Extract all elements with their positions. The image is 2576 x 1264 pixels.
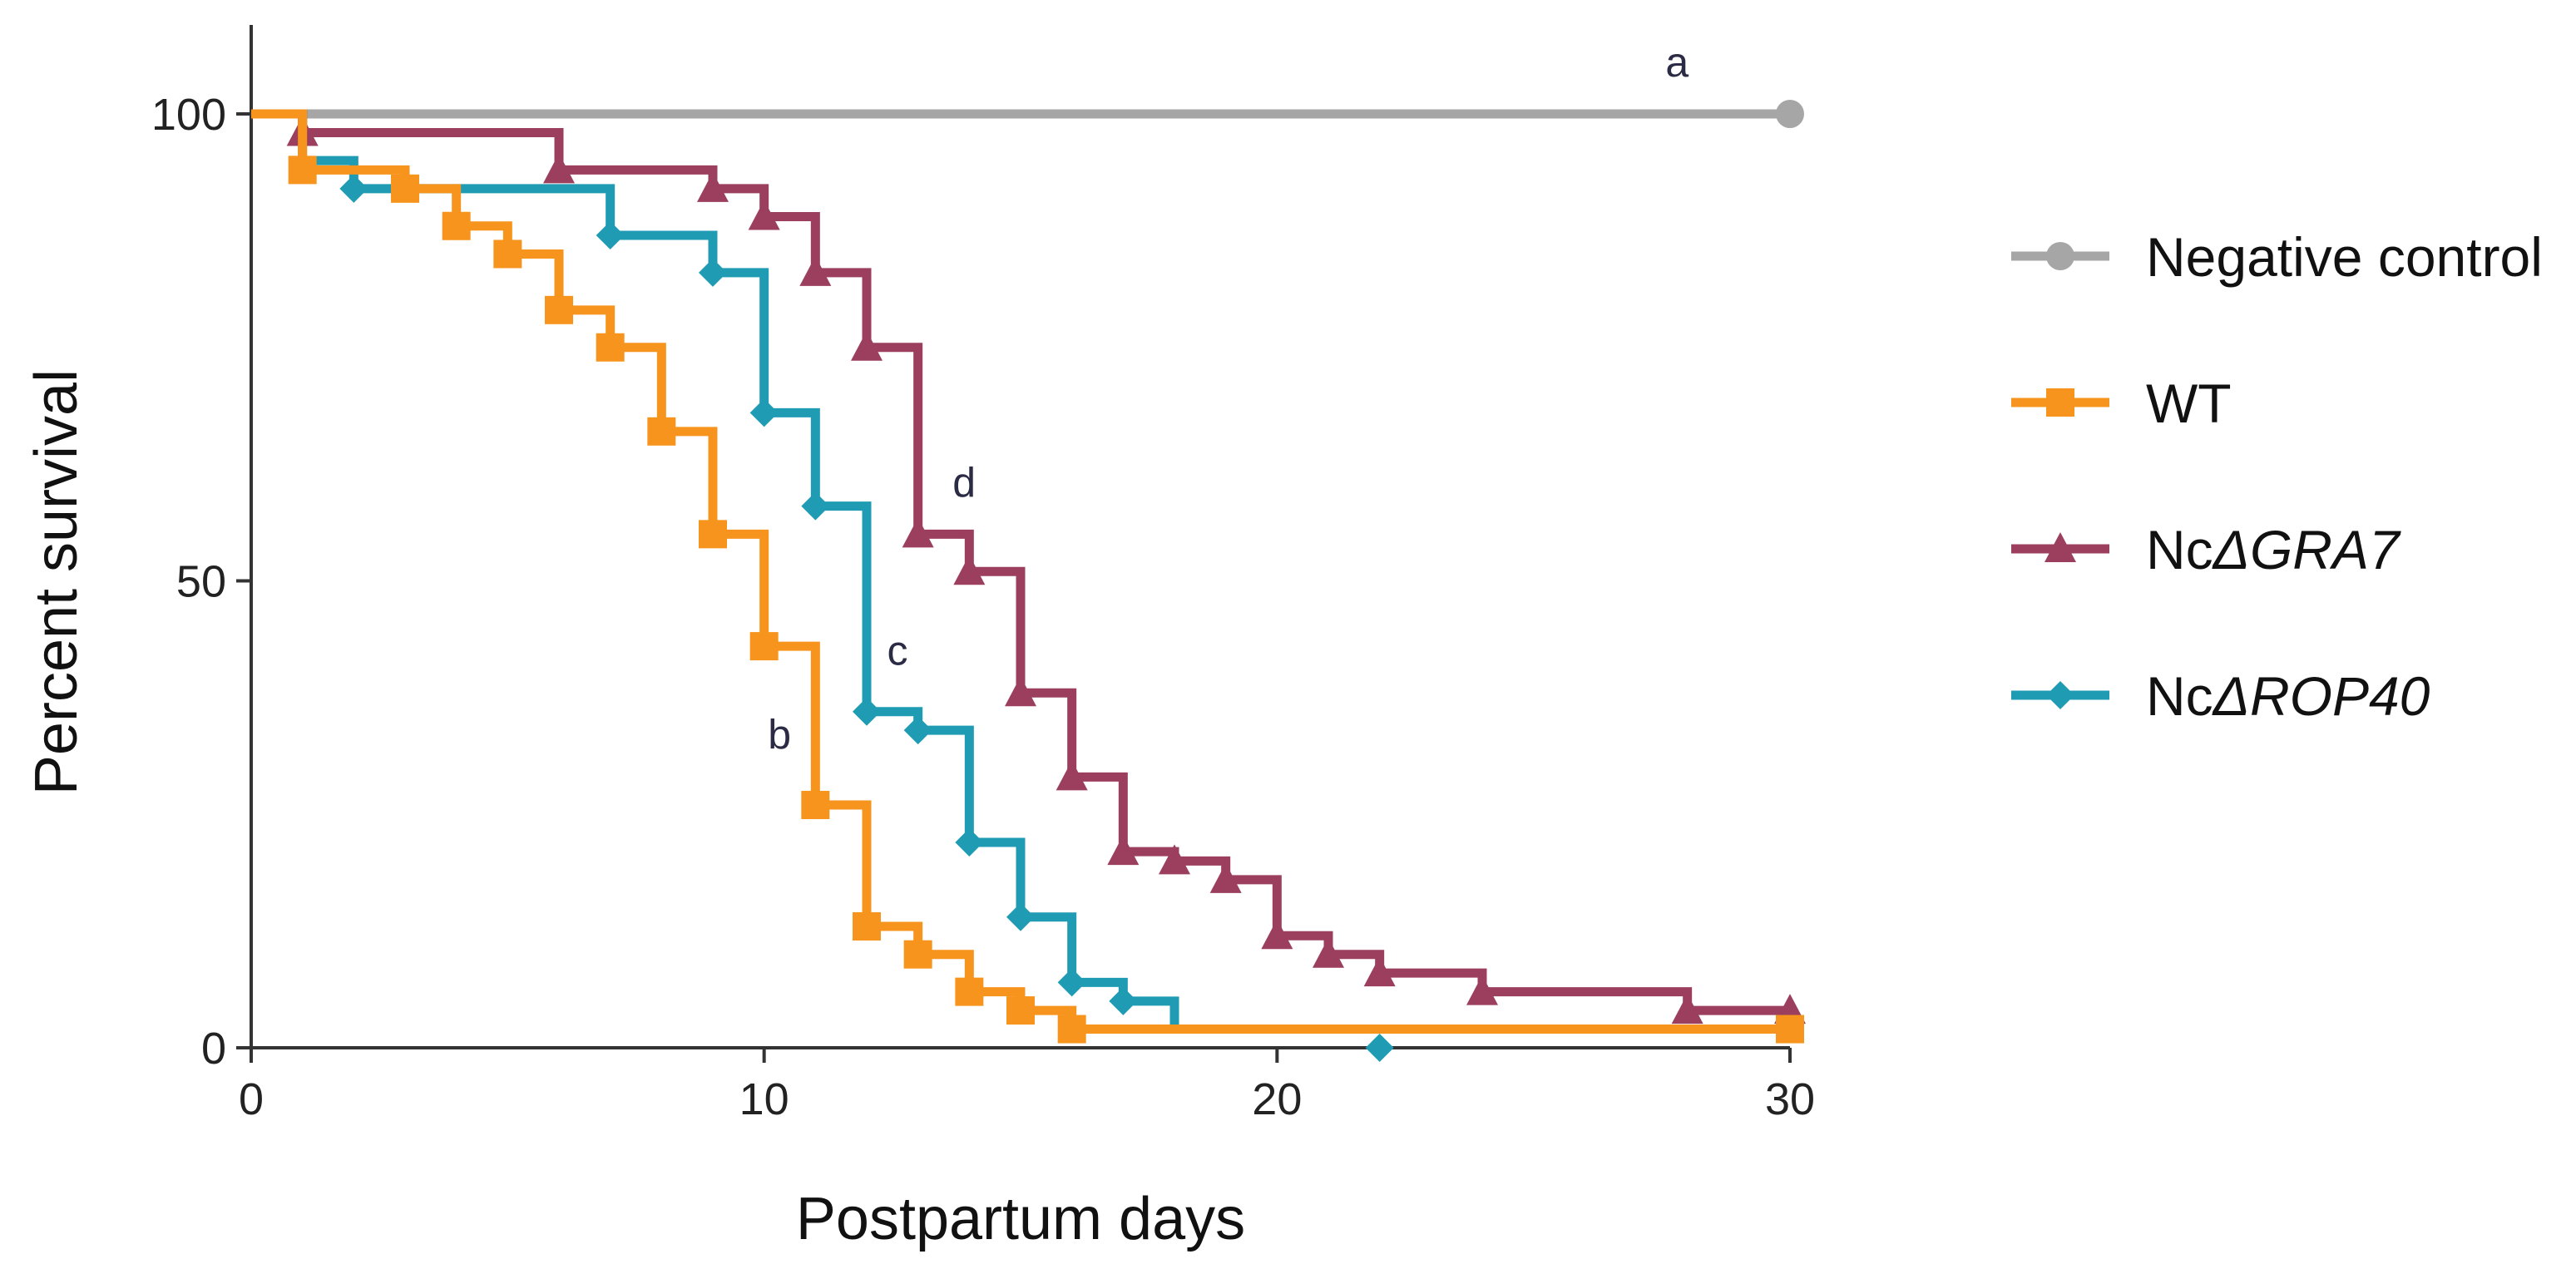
marker-wt-0 xyxy=(288,156,317,185)
marker-nc-gra7-4 xyxy=(799,255,832,286)
marker-wt-10 xyxy=(853,912,881,941)
marker-wt-7 xyxy=(699,520,727,549)
marker-nc-rop40-1 xyxy=(596,220,625,249)
marker-nc-gra7-7 xyxy=(953,555,986,585)
annotations: a b c d xyxy=(768,39,1688,758)
x-tick-label-10: 10 xyxy=(739,1074,789,1124)
legend-label-main: Negative control xyxy=(2146,226,2543,288)
marker-wt-4 xyxy=(545,295,573,324)
marker-nc-rop40-7 xyxy=(955,827,984,857)
marker-nc-gra7-12 xyxy=(1209,862,1242,893)
legend-label-italic: ΔGRA7 xyxy=(2212,519,2401,580)
series-negative-control xyxy=(251,100,1804,128)
legend-label-italic: ΔROP40 xyxy=(2212,665,2430,727)
marker-nc-gra7-5 xyxy=(851,330,883,361)
x-tick-label-30: 30 xyxy=(1765,1074,1815,1124)
marker-nc-gra7-16 xyxy=(1466,975,1498,1005)
marker-nc-gra7-14 xyxy=(1313,937,1344,968)
marker-nc-rop40-5 xyxy=(853,697,881,726)
significance-letter-d: d xyxy=(952,459,976,506)
marker-nc-rop40-11 xyxy=(1365,1034,1394,1062)
marker-nc-rop40-4 xyxy=(801,491,830,521)
legend-item-nc-rop40: NcΔROP40 xyxy=(2011,665,2430,727)
marker-nc-gra7-13 xyxy=(1261,919,1293,950)
marker-wt-13 xyxy=(1006,996,1035,1025)
legend-label-main: Nc xyxy=(2146,519,2213,580)
ticks: 0 10 20 30 0 50 100 xyxy=(151,90,1815,1124)
marker-nc-rop40-9 xyxy=(1057,968,1086,997)
marker-wt-6 xyxy=(647,417,676,446)
marker-wt-11 xyxy=(903,940,932,969)
axes xyxy=(250,25,1790,1049)
series-nc-rop40 xyxy=(251,109,1394,1062)
series-wt xyxy=(251,109,1804,1044)
x-tick-label-0: 0 xyxy=(239,1074,264,1124)
marker-nc-rop40-3 xyxy=(749,398,779,427)
marker-wt-12 xyxy=(955,977,984,1006)
y-axis-title: Percent survival xyxy=(23,369,90,795)
y-tick-label-100: 100 xyxy=(151,90,226,140)
marker-wt-1 xyxy=(391,174,419,203)
legend-label-main: Nc xyxy=(2146,665,2213,727)
marker-nc-rop40-0 xyxy=(339,174,368,203)
legend-marker-wt xyxy=(2046,388,2074,417)
marker-nc-rop40-10 xyxy=(1109,986,1138,1015)
marker-nc-gra7-1 xyxy=(543,153,575,184)
y-tick-label-50: 50 xyxy=(176,557,226,607)
marker-nc-gra7-11 xyxy=(1159,844,1190,875)
marker-nc-gra7-2 xyxy=(697,171,729,202)
marker-wt-15 xyxy=(1776,1015,1804,1044)
significance-letter-a: a xyxy=(1665,39,1688,86)
marker-nc-gra7-8 xyxy=(1005,676,1036,707)
marker-nc-rop40-8 xyxy=(1006,902,1035,931)
survival-line-nc-rop40 xyxy=(251,109,1380,1034)
legend-label-negative-control: Negative control xyxy=(2146,226,2543,288)
marker-nc-rop40-6 xyxy=(903,716,932,745)
marker-nc-gra7-10 xyxy=(1107,835,1140,866)
marker-wt-8 xyxy=(749,632,779,661)
marker-nc-gra7-9 xyxy=(1056,760,1088,791)
x-tick-label-20: 20 xyxy=(1252,1074,1302,1124)
marker-nc-rop40-2 xyxy=(699,258,727,287)
marker-negative-control-0 xyxy=(1776,100,1804,128)
marker-nc-gra7-3 xyxy=(748,200,780,230)
legend-label-wt: WT xyxy=(2146,373,2232,434)
series-layer xyxy=(251,100,1806,1062)
series-nc-gra7 xyxy=(251,109,1806,1025)
marker-wt-2 xyxy=(442,211,471,240)
marker-wt-5 xyxy=(596,333,625,362)
marker-wt-9 xyxy=(801,791,830,820)
marker-wt-14 xyxy=(1057,1015,1086,1044)
marker-nc-gra7-6 xyxy=(902,517,934,548)
marker-wt-3 xyxy=(493,239,522,269)
marker-nc-gra7-17 xyxy=(1671,994,1703,1025)
significance-letter-c: c xyxy=(888,628,908,674)
y-tick-label-0: 0 xyxy=(201,1024,226,1074)
legend-item-negative-control: Negative control xyxy=(2011,226,2543,288)
legend-marker-nc-rop40 xyxy=(2046,681,2074,709)
legend-marker-negative-control xyxy=(2046,242,2074,270)
legend-label-nc-rop40: NcΔROP40 xyxy=(2146,665,2430,727)
legend-item-wt: WT xyxy=(2011,373,2232,434)
marker-nc-gra7-15 xyxy=(1363,956,1396,987)
legend-label-nc-gra7: NcΔGRA7 xyxy=(2146,519,2401,580)
legend-label-main: WT xyxy=(2146,373,2232,434)
significance-letter-b: b xyxy=(768,712,791,758)
x-axis-title: Postpartum days xyxy=(796,1186,1245,1252)
legend-item-nc-gra7: NcΔGRA7 xyxy=(2011,519,2401,580)
legend-marker-nc-gra7 xyxy=(2044,532,2076,562)
